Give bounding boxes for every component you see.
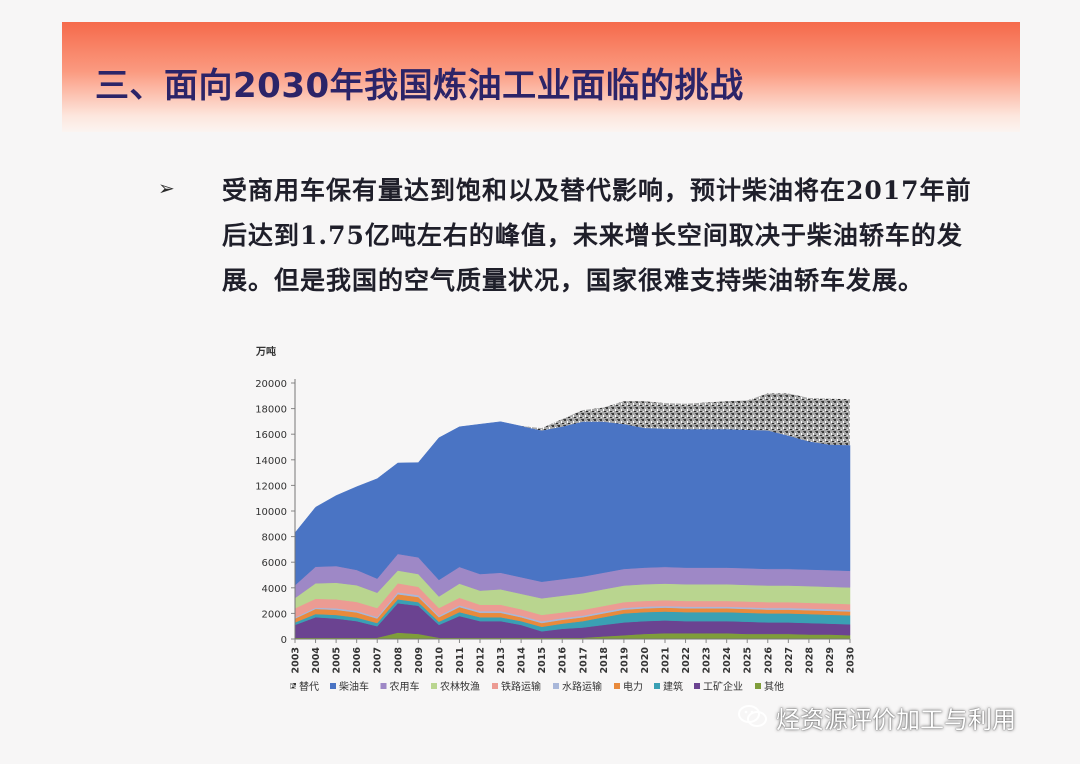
x-tick-label-11: 2014 <box>517 647 528 674</box>
area-series <box>294 393 851 640</box>
x-tick-label-5: 2008 <box>393 647 404 674</box>
x-tick-label-17: 2020 <box>640 647 651 674</box>
y-axis-ticks: 0 2000 4000 6000 8000 10000 12000 14000 16000 180… <box>255 379 295 646</box>
x-tick-label-19: 2022 <box>681 647 692 673</box>
y-tick-label-4: 8000 <box>262 533 287 544</box>
y-tick-label-1: 2000 <box>262 609 287 620</box>
x-tick-label-3: 2006 <box>352 647 363 674</box>
watermark-text: 烃资源评价加工与利用 <box>776 705 1016 734</box>
x-tick-label-16: 2019 <box>619 647 630 673</box>
legend-swatch-9 <box>755 683 761 689</box>
area-9-替代 <box>295 393 850 533</box>
x-tick-label-6: 2009 <box>414 647 425 673</box>
legend-swatch-6 <box>614 683 620 689</box>
x-tick-label-20: 2023 <box>702 647 713 673</box>
x-tick-label-22: 2025 <box>743 647 754 673</box>
x-tick-label-13: 2016 <box>558 647 569 674</box>
watermark: 烃资源评价加工与利用 <box>738 702 1016 734</box>
x-tick-label-7: 2010 <box>434 647 445 674</box>
x-tick-label-18: 2021 <box>661 647 672 673</box>
x-tick-label-24: 2027 <box>784 647 795 673</box>
x-tick-label-4: 2007 <box>373 647 384 673</box>
area-8-柴油车 <box>294 421 851 586</box>
bullet-arrow-icon: ➢ <box>158 176 175 200</box>
legend-swatch-8 <box>694 683 700 689</box>
bullet-text: 受商用车保有量达到饱和以及替代影响，预计柴油将在2017年前后达到1.75亿吨左… <box>222 176 972 295</box>
y-tick-label-7: 14000 <box>255 456 287 467</box>
legend-swatch-5 <box>553 683 559 689</box>
legend-label-4: 铁路运输 <box>501 680 541 693</box>
slide-title: 三、面向2030年我国炼油工业面临的挑战 <box>95 66 744 106</box>
legend-label-2: 农用车 <box>390 680 420 693</box>
y-tick-label-8: 16000 <box>255 430 287 441</box>
wechat-icon <box>738 705 767 727</box>
legend-swatch-4 <box>492 683 498 689</box>
title-bar <box>62 22 1020 132</box>
y-tick-label-10: 20000 <box>255 379 287 390</box>
legend-label-3: 农林牧渔 <box>440 680 480 693</box>
legend-label-6: 电力 <box>623 680 643 693</box>
chart-legend: 替代 柴油车 农用车 农林牧渔 铁路运输 水路运输 电力 建筑 工矿企业 其他 <box>290 680 784 693</box>
x-tick-label-2: 2005 <box>332 647 343 673</box>
x-tick-label-1: 2004 <box>311 647 322 674</box>
x-tick-label-0: 2003 <box>291 647 302 673</box>
y-tick-label-5: 10000 <box>255 507 287 518</box>
x-tick-label-25: 2028 <box>804 647 815 674</box>
x-axis-ticks: 2003 2004 2005 2006 2007 2008 2009 2010 2011 2012… <box>291 639 857 673</box>
x-tick-label-12: 2015 <box>537 647 548 673</box>
x-tick-label-15: 2018 <box>599 647 610 674</box>
legend-swatch-0 <box>290 683 296 689</box>
y-tick-label-3: 6000 <box>262 558 287 569</box>
legend-label-0: 替代 <box>299 680 319 693</box>
legend-label-9: 其他 <box>764 680 784 693</box>
legend-swatch-2 <box>380 683 387 689</box>
x-tick-label-27: 2030 <box>846 647 857 674</box>
legend-swatch-3 <box>431 683 437 689</box>
y-tick-label-9: 18000 <box>255 405 287 416</box>
x-tick-label-21: 2024 <box>722 647 733 674</box>
legend-label-7: 建筑 <box>663 680 683 693</box>
x-tick-label-9: 2012 <box>476 647 487 673</box>
x-tick-label-8: 2011 <box>455 647 466 673</box>
x-tick-label-26: 2029 <box>825 647 836 673</box>
unit-label: 万吨 <box>255 345 276 358</box>
x-tick-label-14: 2017 <box>578 647 589 673</box>
x-tick-label-23: 2026 <box>763 647 774 674</box>
axes <box>294 379 850 640</box>
y-tick-label-6: 12000 <box>255 481 287 492</box>
stacked-area-chart: 万吨 0 2000 4000 6000 8000 10000 12000 14000 16000… <box>255 345 857 693</box>
legend-swatch-1 <box>330 683 336 689</box>
legend-label-8: 工矿企业 <box>703 680 743 693</box>
y-tick-label-0: 0 <box>281 635 287 646</box>
legend-label-1: 柴油车 <box>339 680 369 693</box>
legend-label-5: 水路运输 <box>562 680 602 693</box>
y-tick-label-2: 4000 <box>262 584 287 595</box>
x-tick-label-10: 2013 <box>496 647 507 673</box>
legend-swatch-7 <box>654 683 660 689</box>
